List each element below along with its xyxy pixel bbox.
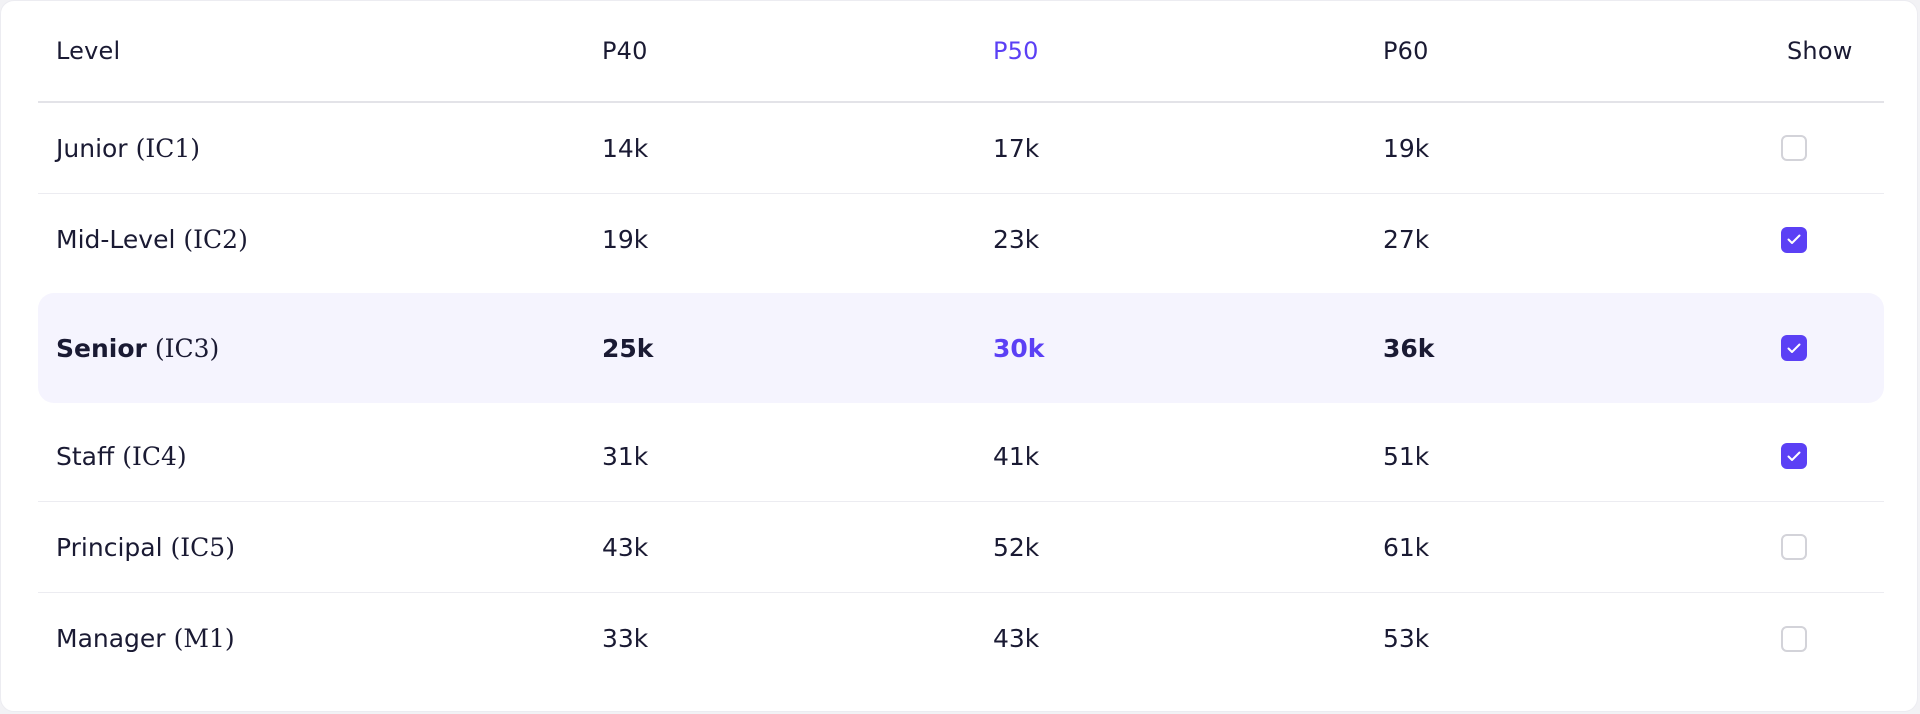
table-row-manager: Manager (M1) 33k 43k 53k	[38, 593, 1884, 684]
show-cell	[1781, 411, 1807, 501]
show-checkbox-staff[interactable]	[1781, 443, 1807, 469]
column-header-show: Show	[1787, 37, 1853, 65]
show-cell	[1781, 194, 1807, 285]
p50-value: 30k	[993, 333, 1045, 363]
p50-value: 23k	[993, 225, 1040, 254]
p40-value: 33k	[602, 624, 649, 653]
level-cell: Manager (M1)	[56, 593, 235, 684]
level-cell: Staff (IC4)	[56, 411, 187, 501]
table-row-junior: Junior (IC1) 14k 17k 19k	[38, 103, 1884, 194]
level-cell: Mid-Level (IC2)	[56, 194, 248, 285]
p60-value: 36k	[1383, 333, 1435, 363]
p60-value: 53k	[1383, 624, 1430, 653]
checkmark-icon	[1787, 451, 1801, 461]
p40-value: 25k	[602, 333, 654, 363]
column-header-p60: P60	[1383, 37, 1429, 65]
level-name: Junior	[56, 133, 128, 163]
show-checkbox-senior[interactable]	[1781, 335, 1807, 361]
level-code: (M1)	[173, 624, 235, 653]
level-code: (IC4)	[122, 441, 187, 471]
p40-value: 31k	[602, 441, 649, 471]
checkmark-icon	[1787, 343, 1801, 353]
level-code: (IC1)	[135, 133, 201, 163]
p60-value: 51k	[1383, 441, 1430, 471]
checkmark-icon	[1787, 234, 1801, 244]
row-spacer	[38, 285, 1884, 293]
p60-value: 27k	[1383, 225, 1430, 254]
level-cell: Principal (IC5)	[56, 502, 235, 592]
p60-value: 19k	[1383, 133, 1430, 163]
level-code: (IC3)	[154, 333, 220, 363]
show-checkbox-principal[interactable]	[1781, 534, 1807, 560]
show-cell	[1781, 593, 1807, 684]
level-cell: Junior (IC1)	[56, 103, 200, 193]
level-name: Mid-Level	[56, 225, 176, 254]
column-header-level: Level	[56, 37, 121, 65]
table-header-row: Level P40 P50 P60 Show	[38, 1, 1884, 103]
column-header-p50: P50	[993, 37, 1039, 65]
level-name: Staff	[56, 441, 115, 471]
level-name: Manager	[56, 624, 166, 653]
show-checkbox-junior[interactable]	[1781, 135, 1807, 161]
show-cell	[1781, 293, 1807, 403]
p40-value: 19k	[602, 225, 649, 254]
p60-value: 61k	[1383, 532, 1430, 562]
show-cell	[1781, 103, 1807, 193]
row-spacer	[38, 403, 1884, 411]
salary-bands-table: Level P40 P50 P60 Show Junior (IC1) 14k …	[38, 1, 1884, 684]
p50-value: 17k	[993, 133, 1040, 163]
show-checkbox-mid-level[interactable]	[1781, 226, 1807, 253]
table-row-mid-level: Mid-Level (IC2) 19k 23k 27k	[38, 194, 1884, 285]
table-row-staff: Staff (IC4) 31k 41k 51k	[38, 411, 1884, 502]
p40-value: 43k	[602, 532, 649, 562]
p50-value: 41k	[993, 441, 1040, 471]
show-checkbox-manager[interactable]	[1781, 625, 1807, 652]
table-row-senior-highlighted: Senior (IC3) 25k 30k 36k	[38, 293, 1884, 403]
level-code: (IC5)	[170, 532, 235, 562]
level-code: (IC2)	[183, 225, 248, 254]
table-row-principal: Principal (IC5) 43k 52k 61k	[38, 502, 1884, 593]
show-cell	[1781, 502, 1807, 592]
level-name: Senior	[56, 333, 147, 363]
level-name: Principal	[56, 532, 163, 562]
p50-value: 52k	[993, 532, 1040, 562]
p50-value: 43k	[993, 624, 1040, 653]
p40-value: 14k	[602, 133, 649, 163]
level-cell: Senior (IC3)	[56, 293, 219, 403]
column-header-p40: P40	[602, 37, 648, 65]
